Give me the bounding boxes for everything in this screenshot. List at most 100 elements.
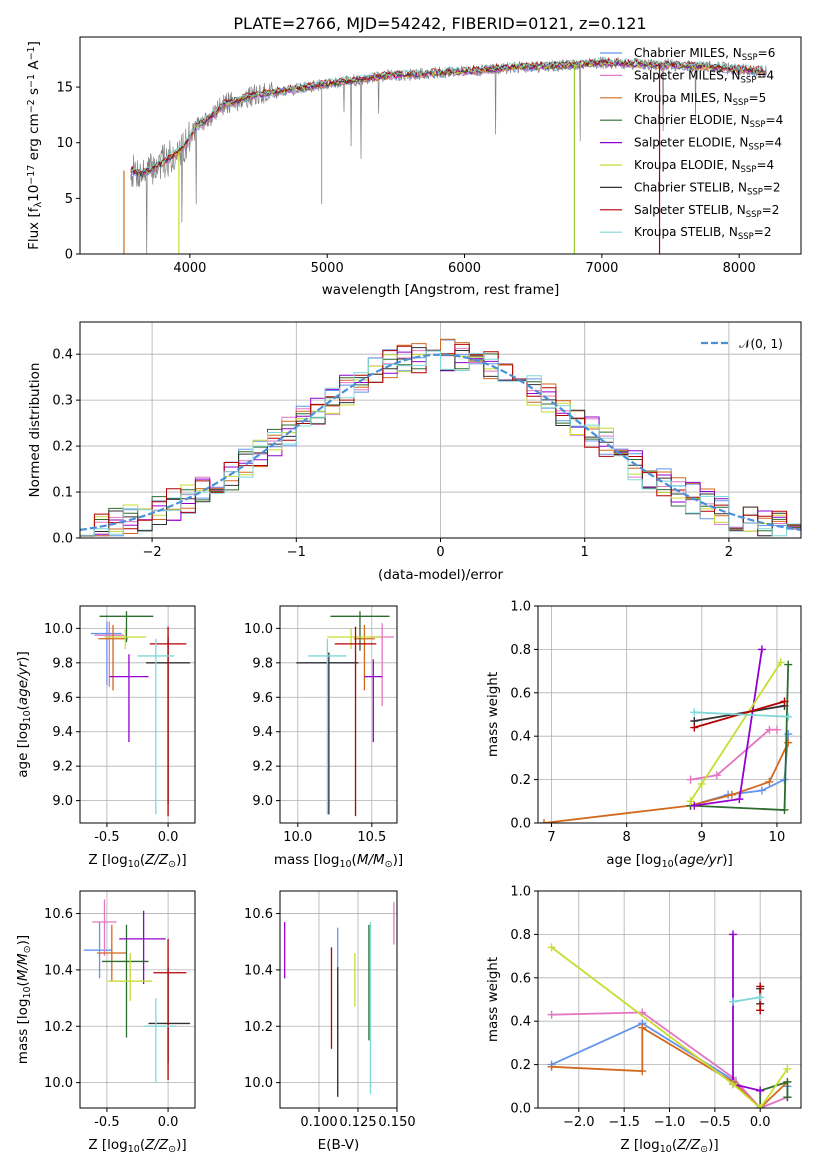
weight-marker bbox=[757, 645, 766, 654]
legend-text: =6 bbox=[758, 46, 776, 60]
y-axis-label: age [log10(age/yr)] bbox=[15, 651, 33, 777]
y-tick-label: 9.2 bbox=[252, 760, 273, 775]
y-tick-label: 9.6 bbox=[52, 691, 73, 706]
y-tick-label: 0.0 bbox=[510, 817, 531, 832]
label-part: ⊙ bbox=[385, 859, 393, 870]
y-tick-label: 10.0 bbox=[244, 622, 273, 637]
label-part: )] bbox=[393, 852, 404, 868]
legend-sub: SSP bbox=[750, 120, 766, 130]
grid-layer bbox=[80, 606, 195, 823]
label-part: 10 bbox=[662, 859, 674, 870]
legend-text: =2 bbox=[762, 203, 780, 217]
y-tick-label: 10.6 bbox=[44, 907, 73, 922]
label-part: Z [log bbox=[88, 852, 127, 868]
legend-sub: SSP bbox=[738, 232, 754, 242]
age-vs-mass-panel: 10.0 10.5 9.0 9.2 9.4 9.6 9.8 10.0 mass [log10(M… bbox=[244, 605, 404, 870]
y-tick-label: 15 bbox=[56, 81, 73, 96]
x-axis-label: Z [log10(Z/Z⊙)] bbox=[88, 1137, 186, 1155]
y-tick-label: 10.2 bbox=[244, 1020, 273, 1035]
age-vs-metallicity-panel: -0.5 0.09.09.29.49.69.810.0Z [log10(Z/Z⊙)… bbox=[15, 605, 196, 870]
legend-entry-label: Chabrier MILES, NSSP=6 bbox=[634, 46, 775, 63]
figure-title: PLATE=2766, MJD=54242, FIBERID=0121, z=0… bbox=[233, 14, 646, 33]
y-tick-label: 0.4 bbox=[510, 730, 531, 745]
weight-marker bbox=[540, 819, 549, 823]
y-tick-label: 0.8 bbox=[510, 643, 531, 658]
errorbar-point bbox=[92, 899, 117, 956]
weight-marker bbox=[728, 930, 737, 939]
legend-entry-label: Salpeter STELIB, NSSP=2 bbox=[634, 203, 779, 220]
label-part: −1 bbox=[26, 46, 37, 60]
legend-entry-label: Chabrier ELODIE, NSSP=4 bbox=[634, 113, 783, 130]
weight-marker bbox=[783, 1077, 792, 1086]
axes-frame bbox=[79, 890, 196, 1109]
x-axis-label: (data-model)/error bbox=[378, 567, 504, 583]
x-tick-label: 0.0 bbox=[158, 1115, 179, 1130]
x-tick-label: 6000 bbox=[448, 261, 481, 276]
weight-line bbox=[694, 711, 789, 718]
legend-sub: SSP bbox=[748, 142, 764, 152]
x-tick-label: 7 bbox=[547, 830, 555, 845]
legend-sub: SSP bbox=[747, 187, 763, 197]
label-part: ( bbox=[15, 705, 31, 710]
weight-marker bbox=[784, 660, 793, 669]
legend-text: =4 bbox=[756, 158, 774, 172]
plot-area bbox=[83, 899, 191, 1083]
x-axis-label: wavelength [Angstrom, rest frame] bbox=[322, 282, 560, 298]
y-tick-label: 10.4 bbox=[44, 963, 73, 978]
label-part: Z/Z bbox=[144, 852, 169, 868]
y-tick-label: 0.6 bbox=[510, 686, 531, 701]
y-tick-label: 10.0 bbox=[44, 1076, 73, 1091]
weight-marker bbox=[686, 775, 695, 784]
x-tick-label: 0.150 bbox=[378, 1115, 415, 1130]
axes-frame-layer: -0.5 0.09.09.29.49.69.810.0Z [log10(Z/Z⊙)… bbox=[15, 605, 196, 870]
residual-histogram-step bbox=[80, 350, 801, 537]
legend-text: Kroupa STELIB, N bbox=[634, 225, 738, 239]
errorbar-point bbox=[119, 910, 166, 984]
y-tick-label: 9.4 bbox=[52, 725, 73, 740]
normal-reference-curve bbox=[80, 353, 801, 531]
weight-series bbox=[728, 993, 765, 1006]
legend-text: Kroupa ELODIE, N bbox=[634, 158, 741, 172]
axes-frame bbox=[279, 605, 398, 824]
weight-marker bbox=[756, 993, 765, 1002]
weight-series bbox=[686, 658, 785, 806]
y-tick-label: 1.0 bbox=[510, 600, 531, 615]
grid-layer bbox=[280, 891, 398, 1108]
legend-entry-label: Chabrier STELIB, NSSP=2 bbox=[634, 180, 781, 197]
weight-series bbox=[690, 708, 793, 721]
label-part: 10 bbox=[22, 710, 33, 722]
spectrum-panel: 4000 5000 6000 7000 8000 0 5 10 15 Chabrier MILES… bbox=[26, 36, 802, 298]
label-part: ( bbox=[140, 1137, 145, 1153]
y-tick-label: 10.0 bbox=[44, 622, 73, 637]
legend-text: =5 bbox=[749, 91, 767, 105]
weight-series bbox=[728, 930, 765, 1095]
weight-marker bbox=[690, 801, 699, 810]
grid-layer bbox=[538, 890, 801, 1109]
weight-marker bbox=[776, 658, 785, 667]
errorbar-point bbox=[354, 624, 375, 691]
errorbar-point bbox=[327, 628, 381, 650]
errorbar-point bbox=[153, 938, 187, 1080]
y-tick-label: 0.0 bbox=[510, 1102, 531, 1117]
label-part: ( bbox=[352, 852, 357, 868]
weight-marker bbox=[686, 797, 695, 806]
plot-area bbox=[80, 338, 801, 537]
label-part: ⊙ bbox=[168, 859, 176, 870]
label-part: mass [log bbox=[15, 999, 31, 1065]
y-tick-label: 5 bbox=[65, 192, 73, 207]
legend-entry-label: Kroupa STELIB, NSSP=2 bbox=[634, 225, 772, 242]
y-axis-label: Flux [fλ10−17 erg cm−2 s−1 A−1] bbox=[26, 41, 44, 250]
legend-text: Salpeter ELODIE, N bbox=[634, 136, 748, 150]
label-part: M/M bbox=[15, 953, 31, 981]
x-axis-label: Z [log10(Z/Z⊙)] bbox=[88, 852, 186, 870]
weight-marker bbox=[727, 790, 736, 799]
legend-text: Salpeter MILES, N bbox=[634, 68, 741, 82]
y-tick-label: 10.6 bbox=[244, 907, 273, 922]
weight-marker bbox=[765, 725, 774, 734]
plot-area bbox=[296, 611, 395, 817]
x-tick-label: 1 bbox=[581, 545, 589, 560]
plot-area bbox=[547, 930, 792, 1108]
y-tick-label: 0 bbox=[65, 248, 73, 263]
axes-frame bbox=[79, 605, 196, 824]
